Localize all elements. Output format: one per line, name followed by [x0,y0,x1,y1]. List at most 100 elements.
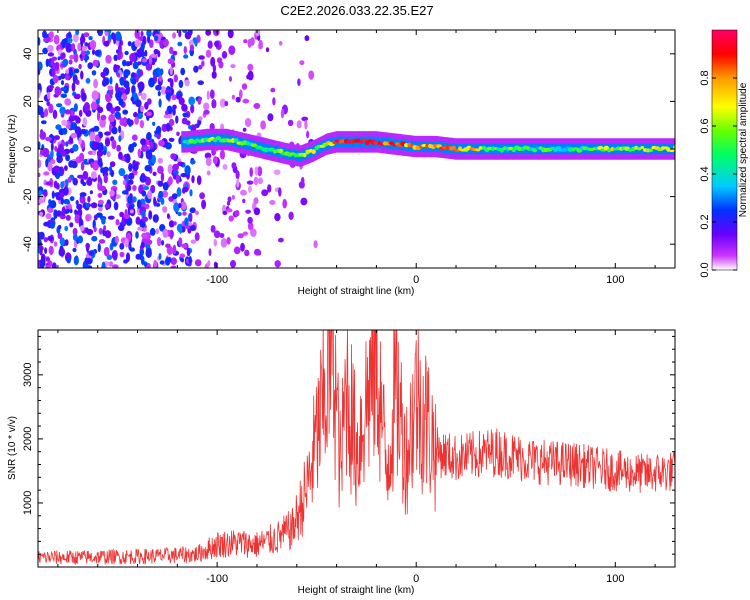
noise-blob [69,222,74,228]
noise-blob [135,231,139,239]
noise-blob [126,184,132,192]
noise-blob [168,220,175,228]
noise-blob [177,41,183,47]
noise-blob [38,198,44,204]
noise-blob [85,242,90,250]
noise-blob [253,176,259,186]
noise-blob [38,231,42,242]
spectrogram-ytick-label: -40 [22,236,34,252]
noise-blob [43,37,48,43]
noise-blob [170,78,174,89]
noise-blob [191,175,195,184]
noise-blob [196,175,202,186]
noise-blob [149,39,154,48]
noise-blob [56,155,63,164]
noise-blob [216,57,223,64]
noise-blob [124,50,129,56]
noise-blob [175,115,179,124]
noise-blob [189,207,196,213]
noise-blob [258,39,263,50]
noise-blob [133,111,138,118]
noise-blob [139,120,145,129]
noise-blob [184,217,189,227]
noise-blob [160,68,164,75]
noise-blob [113,201,119,211]
noise-blob [125,216,133,226]
snr-panel: -100 0 100 1000 2000 3000 Height of straight … [7,329,676,596]
noise-blob [177,161,184,167]
noise-blob [47,85,55,89]
noise-blob [189,189,193,197]
noise-blob [119,76,125,86]
noise-blob [247,70,254,81]
noise-blob [116,72,121,78]
noise-blob [113,54,118,61]
noise-blob [165,142,172,150]
noise-blob [243,39,248,44]
noise-blob [47,44,54,53]
noise-blob [69,196,75,202]
noise-blob [221,51,228,59]
noise-blob [186,247,191,257]
noise-blob [67,176,72,183]
noise-blob [198,64,203,70]
noise-blob [179,253,186,258]
noise-blob [132,185,137,191]
noise-blob [300,197,308,206]
noise-blob [239,89,243,99]
noise-blob [253,207,261,216]
noise-blob [44,247,48,255]
noise-blob [38,61,43,71]
noise-blob [270,87,276,93]
noise-blob [73,103,78,112]
noise-blob [131,85,136,95]
noise-blob [79,54,83,59]
noise-blob [102,149,107,156]
noise-blob [226,237,231,245]
noise-blob [242,98,250,104]
noise-blob [118,168,126,177]
noise-blob [78,63,82,70]
noise-blob [51,58,55,67]
colorbar-tick-label: 0.6 [699,118,711,133]
noise-blob [203,109,210,115]
noise-blob [143,185,150,191]
noise-blob [55,87,62,96]
ridge-cell [353,138,358,143]
noise-blob [244,249,250,257]
ridge-cell [535,146,540,150]
noise-blob [280,108,285,119]
noise-blob [148,55,153,65]
noise-blob [118,135,122,142]
noise-blob [231,94,235,100]
noise-blob [88,250,95,256]
colorbar-ticks: 0.0 0.2 0.4 0.6 0.8 [699,70,737,278]
noise-blob [184,79,190,87]
noise-blob [104,230,112,239]
noise-blob [81,45,88,51]
noise-blob [108,261,114,267]
noise-blob [209,123,215,131]
noise-blob [240,242,245,252]
noise-blob [59,106,66,115]
noise-blob [59,237,65,246]
noise-blob [40,261,44,268]
noise-blob [257,166,263,177]
noise-blob [115,82,119,93]
noise-blob [193,65,199,73]
noise-blob [240,189,247,196]
noise-blob [140,138,147,146]
noise-blob [299,60,305,66]
noise-blob [115,31,122,41]
noise-blob [220,238,228,248]
noise-blob [80,128,87,135]
noise-blob [51,262,57,268]
noise-blob [44,108,49,117]
noise-blob [140,105,144,113]
noise-blob [190,104,195,114]
noise-blob [43,237,48,243]
noise-blob [139,69,144,77]
noise-blob [64,98,72,106]
noise-blob [98,227,104,235]
